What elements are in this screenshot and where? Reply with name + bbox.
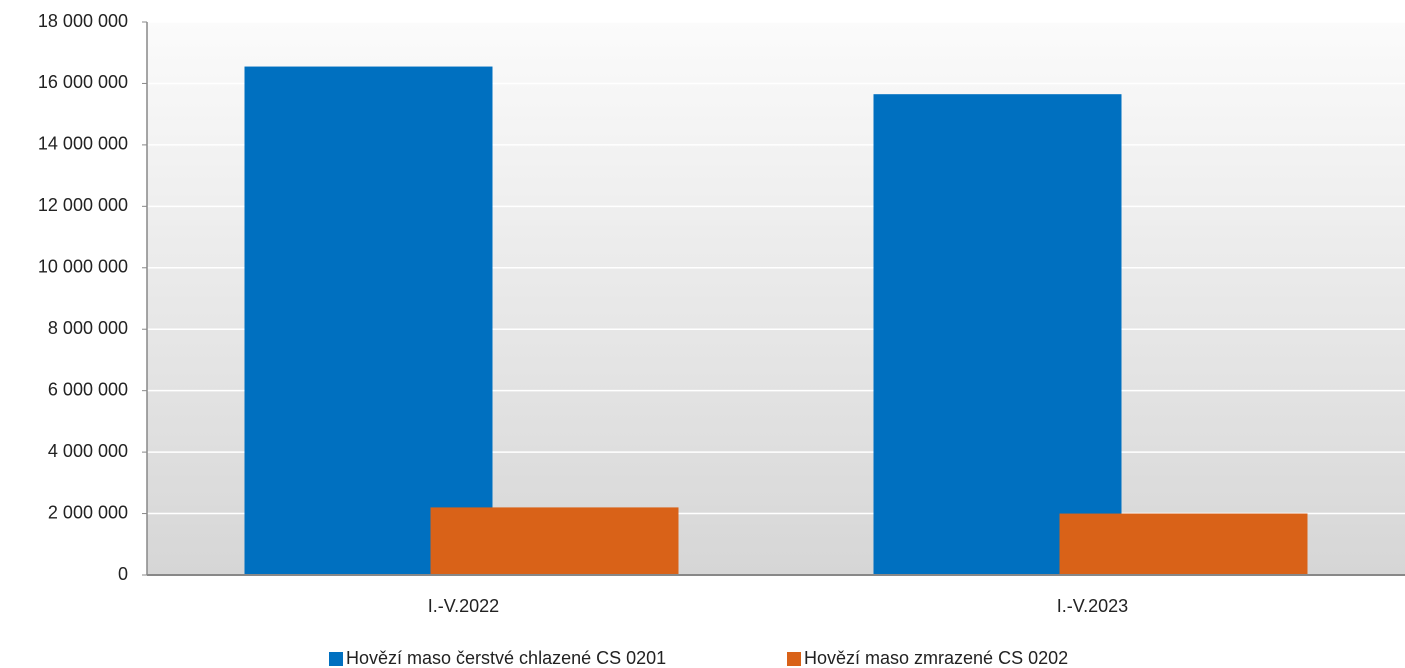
y-tick-label: 10 000 000 xyxy=(38,257,128,277)
legend-label: Hovězí maso zmrazené CS 0202 xyxy=(804,648,1068,668)
y-tick-label: 6 000 000 xyxy=(48,379,128,399)
bar xyxy=(430,507,679,575)
y-tick-label: 14 000 000 xyxy=(38,134,128,154)
bar xyxy=(244,66,493,575)
y-tick-label: 2 000 000 xyxy=(48,502,128,522)
legend-swatch xyxy=(787,652,801,666)
x-tick-label: I.-V.2022 xyxy=(428,596,499,616)
y-tick-label: 0 xyxy=(118,564,128,584)
x-tick-label: I.-V.2023 xyxy=(1057,596,1128,616)
legend-swatch xyxy=(329,652,343,666)
y-tick-label: 8 000 000 xyxy=(48,318,128,338)
y-tick-label: 16 000 000 xyxy=(38,72,128,92)
y-tick-label: 12 000 000 xyxy=(38,195,128,215)
legend-label: Hovězí maso čerstvé chlazené CS 0201 xyxy=(346,648,666,668)
bar xyxy=(873,94,1122,576)
bar xyxy=(1059,513,1308,575)
y-tick-label: 18 000 000 xyxy=(38,11,128,31)
y-tick-label: 4 000 000 xyxy=(48,441,128,461)
